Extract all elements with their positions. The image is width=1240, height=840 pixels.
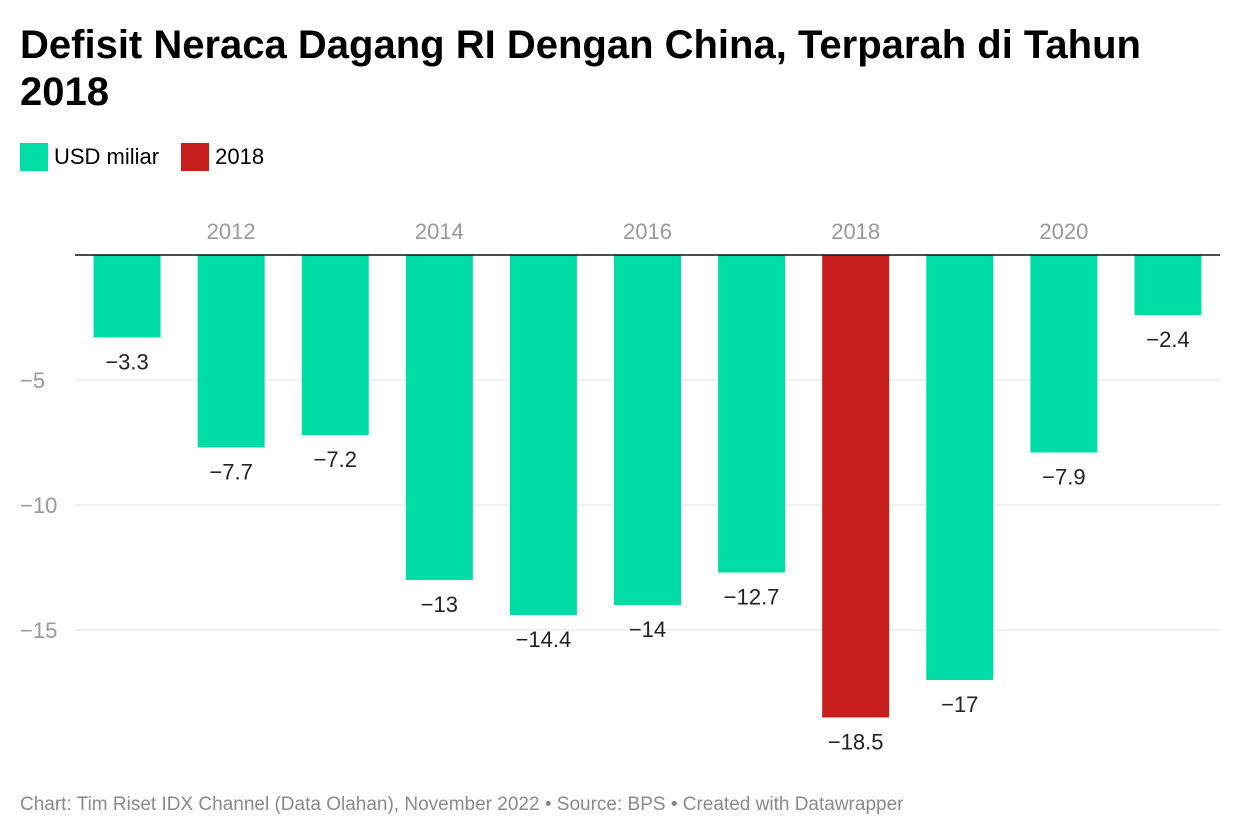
x-tick-label-2014: 2014 — [415, 219, 464, 244]
legend-item-usd: USD miliar — [20, 143, 159, 171]
bar-2020 — [1030, 255, 1098, 453]
x-tick-label-2020: 2020 — [1039, 219, 1088, 244]
chart-footer: Chart: Tim Riset IDX Channel (Data Olaha… — [20, 794, 904, 815]
value-label-2020: −7.9 — [1042, 465, 1085, 490]
legend: USD miliar 2018 — [20, 143, 286, 171]
value-label-2013: −7.2 — [314, 447, 357, 472]
value-label-2011: −3.3 — [105, 350, 148, 375]
bar-2016 — [614, 255, 681, 605]
axis-layer: 2012 2014 2016 2018 2020 — [75, 219, 1220, 256]
legend-swatch-2018 — [181, 143, 210, 171]
legend-item-2018: 2018 — [181, 143, 264, 171]
bar-2019 — [926, 255, 994, 680]
bar-2018 — [822, 255, 890, 718]
value-label-2021: −2.4 — [1146, 327, 1189, 352]
chart-title: Defisit Neraca Dagang RI Dengan China, T… — [20, 23, 1141, 114]
bar-2015 — [509, 255, 577, 615]
x-tick-label-2018: 2018 — [831, 219, 880, 244]
bar-2021 — [1134, 255, 1202, 315]
value-label-2017: −12.7 — [724, 585, 780, 610]
bar-2017 — [718, 255, 786, 573]
bar-2012 — [197, 255, 265, 448]
bars-layer — [93, 255, 1202, 718]
x-tick-label-2016: 2016 — [623, 219, 672, 244]
value-label-2016: −14 — [629, 617, 666, 642]
bar-2011 — [93, 255, 161, 338]
value-label-2014: −13 — [421, 592, 458, 617]
value-label-2019: −17 — [941, 692, 978, 717]
legend-swatch-usd — [20, 143, 48, 171]
legend-label-2018: 2018 — [215, 144, 265, 169]
bar-2014 — [405, 255, 473, 580]
y-tick-label: −10 — [20, 493, 57, 518]
y-tick-label: −15 — [20, 618, 57, 643]
legend-label-usd: USD miliar — [54, 144, 160, 169]
value-label-2015: −14.4 — [516, 627, 572, 652]
y-tick-label: −5 — [20, 368, 45, 393]
value-labels-layer: −3.3 −7.7 −7.2 −13 −14.4 −14 −12.7 −18.5 −17 −7.9… — [105, 327, 1189, 755]
bar-2013 — [301, 255, 369, 435]
x-tick-label-2012: 2012 — [207, 219, 256, 244]
bar-chart: −5 −10 −15 −3.3 −7.7 −7.2 −13 −14.4 −14 −12.7 −18… — [20, 219, 1220, 755]
value-label-2012: −7.7 — [209, 460, 252, 485]
value-label-2018: −18.5 — [828, 730, 884, 755]
